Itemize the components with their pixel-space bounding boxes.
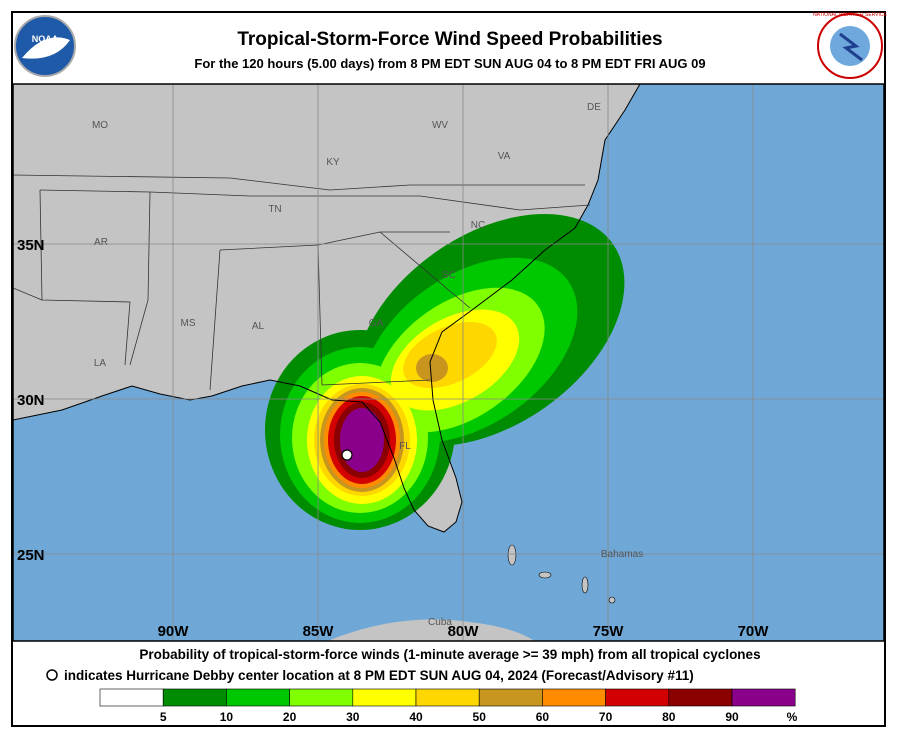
lon-label: 75W [593, 623, 625, 640]
legend-swatch [226, 688, 290, 707]
noaa-logo: NOAA [14, 15, 76, 77]
legend-swatch [352, 688, 417, 707]
legend-swatch [605, 688, 670, 707]
place-label: TN [268, 204, 281, 215]
nws-text: NATIONAL WEATHER SERVICE [813, 12, 887, 18]
legend-label: 20 [283, 710, 297, 724]
lat-label: 25N [17, 547, 45, 564]
legend-swatch [731, 688, 796, 707]
nws-logo: NATIONAL WEATHER SERVICE [813, 12, 888, 79]
place-label: SC [442, 270, 456, 281]
subtitle: For the 120 hours (5.00 days) from 8 PM … [194, 56, 705, 71]
legend-label: 30 [346, 710, 360, 724]
legend-label: 90 [725, 710, 739, 724]
footer-line2: indicates Hurricane Debby center locatio… [64, 668, 694, 683]
place-label: AL [252, 321, 265, 332]
legend-label: 70 [599, 710, 613, 724]
prob-contour [340, 408, 384, 472]
place-label: AR [94, 237, 108, 248]
place-label: FL [399, 441, 411, 452]
lon-label: 90W [158, 623, 190, 640]
place-label: VA [498, 151, 511, 162]
place-label: MO [92, 120, 108, 131]
legend-swatch [478, 688, 543, 707]
legend-label: 40 [409, 710, 423, 724]
legend-label: 10 [220, 710, 234, 724]
legend: 5 10 20 30 40 50 60 70 80 90% [99, 688, 798, 724]
legend-swatch [542, 688, 606, 707]
legend-unit: % [787, 710, 798, 724]
lon-label: 85W [303, 623, 335, 640]
place-label: Bahamas [601, 549, 643, 560]
legend-swatch [99, 688, 164, 707]
legend-label: 80 [662, 710, 676, 724]
place-label: GA [369, 318, 384, 329]
place-label: KY [326, 157, 340, 168]
lon-label: 70W [738, 623, 770, 640]
legend-label: 5 [160, 710, 167, 724]
place-label: Cuba [428, 617, 452, 628]
center-symbol [46, 669, 58, 681]
place-label: MS [181, 318, 196, 329]
lat-label: 30N [17, 392, 45, 409]
legend-swatch [289, 688, 354, 707]
lon-label: 80W [448, 623, 480, 640]
place-label: NC [471, 220, 485, 231]
footer-line1: Probability of tropical-storm-force wind… [139, 647, 760, 662]
noaa-text: NOAA [32, 34, 59, 44]
prob-contour [416, 354, 448, 382]
place-label: LA [94, 358, 107, 369]
place-label: WV [432, 120, 448, 131]
legend-swatch [668, 688, 733, 707]
place-label: DE [587, 102, 601, 113]
legend-label: 60 [536, 710, 550, 724]
legend-swatch [162, 688, 227, 707]
legend-label: 50 [473, 710, 487, 724]
legend-swatch [415, 688, 480, 707]
title: Tropical-Storm-Force Wind Speed Probabil… [237, 29, 662, 50]
lat-label: 35N [17, 237, 45, 254]
map: 35N 30N 25N 90W 85W 80W 75W 70W MO KY WV VA DE TN NC A… [13, 84, 884, 641]
